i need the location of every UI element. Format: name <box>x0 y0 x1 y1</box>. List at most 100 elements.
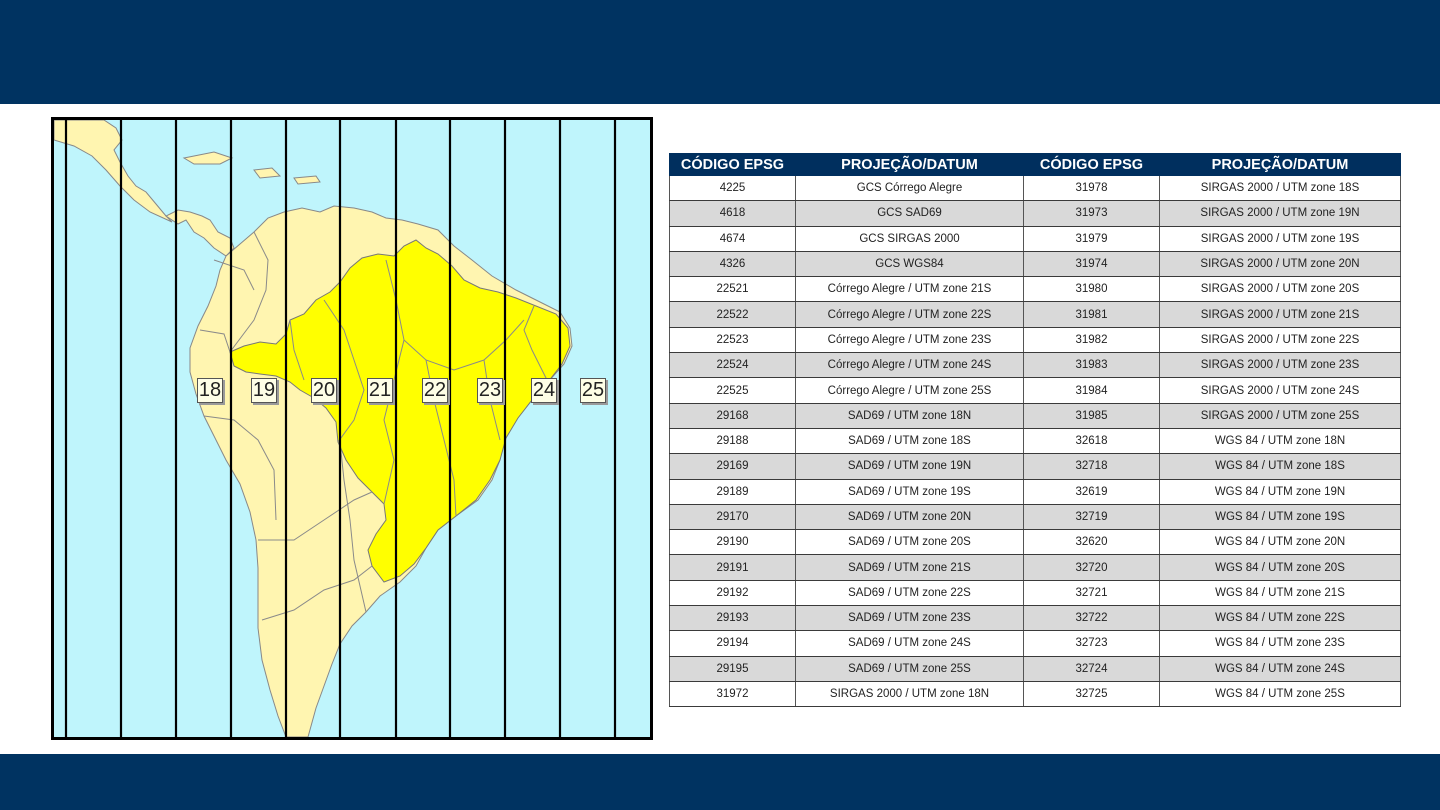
epsg-code-cell: 32719 <box>1023 504 1160 531</box>
table-row: 4674 GCS SIRGAS 2000 31979 SIRGAS 2000 / UT… <box>669 226 1401 252</box>
epsg-code-cell: 32620 <box>1023 529 1160 556</box>
epsg-code-cell: 32720 <box>1023 554 1160 581</box>
epsg-code-cell: 32718 <box>1023 453 1160 480</box>
projection-datum-cell: SAD69 / UTM zone 20N <box>795 504 1024 531</box>
header-epsg-code-1: CÓDIGO EPSG <box>669 153 796 176</box>
projection-datum-cell: SAD69 / UTM zone 24S <box>795 630 1024 657</box>
table-body: 4225 GCS Córrego Alegre 31978 SIRGAS 2000 /… <box>669 175 1401 708</box>
epsg-code-cell: 29188 <box>669 428 796 455</box>
projection-datum-cell: SAD69 / UTM zone 18N <box>795 403 1024 429</box>
zone-label-21: 21 <box>367 378 393 403</box>
epsg-code-cell: 32724 <box>1023 656 1160 682</box>
zone-label-24: 24 <box>531 378 557 403</box>
projection-datum-cell: WGS 84 / UTM zone 20N <box>1159 529 1401 556</box>
projection-datum-cell: WGS 84 / UTM zone 19S <box>1159 504 1401 531</box>
table-row: 29170 SAD69 / UTM zone 20N 32719 WGS 84 / U… <box>669 504 1401 531</box>
projection-datum-cell: SIRGAS 2000 / UTM zone 20S <box>1159 276 1401 303</box>
zone-label-22: 22 <box>422 378 448 403</box>
epsg-code-cell: 29168 <box>669 403 796 429</box>
epsg-code-cell: 22523 <box>669 327 796 354</box>
table-row: 4225 GCS Córrego Alegre 31978 SIRGAS 2000 /… <box>669 175 1401 202</box>
epsg-code-cell: 29169 <box>669 453 796 480</box>
bottom-banner <box>0 754 1440 810</box>
projection-datum-cell: SAD69 / UTM zone 19S <box>795 479 1024 505</box>
epsg-code-cell: 31981 <box>1023 301 1160 328</box>
epsg-code-cell: 32618 <box>1023 428 1160 455</box>
projection-datum-cell: SAD69 / UTM zone 22S <box>795 580 1024 607</box>
table-row: 29190 SAD69 / UTM zone 20S 32620 WGS 84 / U… <box>669 529 1401 556</box>
epsg-code-cell: 32725 <box>1023 681 1160 708</box>
state-borders <box>199 231 549 621</box>
projection-datum-cell: WGS 84 / UTM zone 20S <box>1159 554 1401 581</box>
table-row: 29195 SAD69 / UTM zone 25S 32724 WGS 84 / U… <box>669 656 1401 682</box>
epsg-code-cell: 29194 <box>669 630 796 657</box>
header-projection-datum-1: PROJEÇÃO/DATUM <box>795 153 1024 176</box>
epsg-code-cell: 4618 <box>669 200 796 227</box>
projection-datum-cell: SIRGAS 2000 / UTM zone 23S <box>1159 352 1401 379</box>
epsg-code-cell: 29189 <box>669 479 796 505</box>
map-drawing <box>54 120 650 737</box>
epsg-code-cell: 22524 <box>669 352 796 379</box>
epsg-table: CÓDIGO EPSG PROJEÇÃO/DATUM CÓDIGO EPSG P… <box>669 153 1401 708</box>
projection-datum-cell: WGS 84 / UTM zone 19N <box>1159 479 1401 505</box>
projection-datum-cell: SAD69 / UTM zone 23S <box>795 605 1024 632</box>
projection-datum-cell: Córrego Alegre / UTM zone 23S <box>795 327 1024 354</box>
epsg-code-cell: 29195 <box>669 656 796 682</box>
table-row: 29191 SAD69 / UTM zone 21S 32720 WGS 84 / U… <box>669 554 1401 581</box>
epsg-code-cell: 22521 <box>669 276 796 303</box>
epsg-code-cell: 31978 <box>1023 175 1160 202</box>
table-row: 29169 SAD69 / UTM zone 19N 32718 WGS 84 / U… <box>669 453 1401 480</box>
projection-datum-cell: SAD69 / UTM zone 25S <box>795 656 1024 682</box>
table-row: 29192 SAD69 / UTM zone 22S 32721 WGS 84 / U… <box>669 580 1401 607</box>
projection-datum-cell: WGS 84 / UTM zone 21S <box>1159 580 1401 607</box>
epsg-code-cell: 4326 <box>669 251 796 278</box>
projection-datum-cell: WGS 84 / UTM zone 18S <box>1159 453 1401 480</box>
epsg-code-cell: 31974 <box>1023 251 1160 278</box>
epsg-code-cell: 32722 <box>1023 605 1160 632</box>
projection-datum-cell: SIRGAS 2000 / UTM zone 18S <box>1159 175 1401 202</box>
projection-datum-cell: SIRGAS 2000 / UTM zone 21S <box>1159 301 1401 328</box>
zone-label-19: 19 <box>251 378 277 403</box>
epsg-code-cell: 31972 <box>669 681 796 708</box>
table-row: 29168 SAD69 / UTM zone 18N 31985 SIRGAS 200… <box>669 403 1401 429</box>
central-america-land <box>165 209 235 257</box>
projection-datum-cell: Córrego Alegre / UTM zone 25S <box>795 377 1024 404</box>
projection-datum-cell: SIRGAS 2000 / UTM zone 19S <box>1159 226 1401 252</box>
projection-datum-cell: SAD69 / UTM zone 21S <box>795 554 1024 581</box>
projection-datum-cell: Córrego Alegre / UTM zone 21S <box>795 276 1024 303</box>
zone-label-20: 20 <box>311 378 337 403</box>
table-row: 22525 Córrego Alegre / UTM zone 25S 31984 S… <box>669 377 1401 404</box>
table-row: 22522 Córrego Alegre / UTM zone 22S 31981 S… <box>669 301 1401 328</box>
utm-zone-map: 18 19 20 21 22 23 24 25 <box>51 117 653 740</box>
projection-datum-cell: SIRGAS 2000 / UTM zone 24S <box>1159 377 1401 404</box>
epsg-code-cell: 31980 <box>1023 276 1160 303</box>
header-epsg-code-2: CÓDIGO EPSG <box>1023 153 1160 176</box>
projection-datum-cell: SIRGAS 2000 / UTM zone 19N <box>1159 200 1401 227</box>
epsg-code-cell: 29193 <box>669 605 796 632</box>
epsg-code-cell: 31982 <box>1023 327 1160 354</box>
epsg-code-cell: 29192 <box>669 580 796 607</box>
projection-datum-cell: GCS Córrego Alegre <box>795 175 1024 202</box>
table-row: 4618 GCS SAD69 31973 SIRGAS 2000 / UTM zone… <box>669 200 1401 227</box>
projection-datum-cell: SIRGAS 2000 / UTM zone 20N <box>1159 251 1401 278</box>
table-row: 4326 GCS WGS84 31974 SIRGAS 2000 / UTM zone… <box>669 251 1401 278</box>
epsg-code-cell: 29170 <box>669 504 796 531</box>
epsg-code-cell: 31984 <box>1023 377 1160 404</box>
projection-datum-cell: SIRGAS 2000 / UTM zone 25S <box>1159 403 1401 429</box>
projection-datum-cell: SIRGAS 2000 / UTM zone 18N <box>795 681 1024 708</box>
header-projection-datum-2: PROJEÇÃO/DATUM <box>1159 153 1401 176</box>
epsg-code-cell: 29191 <box>669 554 796 581</box>
projection-datum-cell: GCS SAD69 <box>795 200 1024 227</box>
epsg-code-cell: 22522 <box>669 301 796 328</box>
projection-datum-cell: Córrego Alegre / UTM zone 22S <box>795 301 1024 328</box>
projection-datum-cell: WGS 84 / UTM zone 24S <box>1159 656 1401 682</box>
epsg-code-cell: 31985 <box>1023 403 1160 429</box>
caribbean-islands <box>182 151 321 185</box>
epsg-code-cell: 32723 <box>1023 630 1160 657</box>
table-row: 22523 Córrego Alegre / UTM zone 23S 31982 S… <box>669 327 1401 354</box>
projection-datum-cell: Córrego Alegre / UTM zone 24S <box>795 352 1024 379</box>
utm-meridians <box>64 120 617 737</box>
projection-datum-cell: SAD69 / UTM zone 19N <box>795 453 1024 480</box>
epsg-code-cell: 32721 <box>1023 580 1160 607</box>
projection-datum-cell: SAD69 / UTM zone 18S <box>795 428 1024 455</box>
